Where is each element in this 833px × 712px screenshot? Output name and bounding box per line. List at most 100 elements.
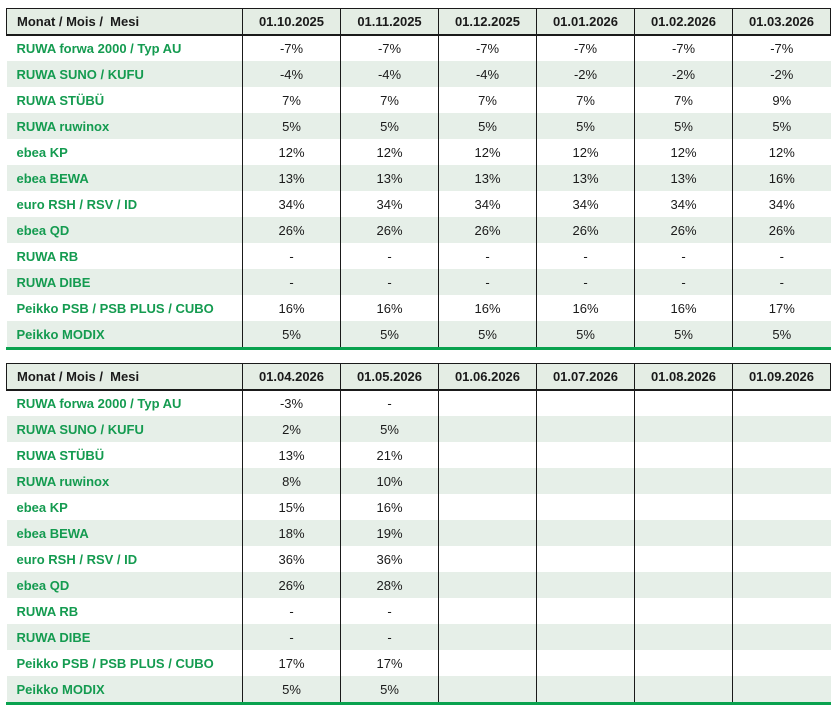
percentage-value-cell	[536, 442, 635, 468]
percentage-value-cell	[732, 520, 831, 546]
percentage-value-cell: -	[242, 243, 341, 269]
percentage-value-cell: 5%	[438, 321, 537, 347]
percentage-value-cell: -	[340, 243, 439, 269]
percentage-value-cell: 5%	[340, 416, 439, 442]
percentage-value-cell: -	[242, 269, 341, 295]
percentage-value-cell	[732, 598, 831, 624]
percentage-value-cell	[634, 676, 733, 702]
month-column-header: 01.11.2025	[340, 8, 439, 36]
percentage-value-cell	[634, 520, 733, 546]
percentage-value-cell: 34%	[438, 191, 537, 217]
percentage-value-cell: 12%	[340, 139, 439, 165]
month-row-header-label: Monat / Mois / Mesi	[6, 8, 243, 36]
percentage-value-cell	[438, 598, 537, 624]
percentage-value-cell: 26%	[732, 217, 831, 243]
percentage-value-cell	[536, 520, 635, 546]
table-row: RUWA DIBE - -	[6, 624, 831, 650]
percentage-value-cell: 13%	[438, 165, 537, 191]
percentage-value-cell: 12%	[438, 139, 537, 165]
table-row: RUWA ruwinox 5% 5% 5% 5% 5% 5%	[6, 113, 831, 139]
percentage-value-cell	[634, 546, 733, 572]
product-row-label: ebea KP	[16, 144, 68, 160]
percentage-value-cell: 5%	[732, 113, 831, 139]
monthly-table-oct2025-mar2026: Monat / Mois / Mesi 01.10.2025 01.11.2025 0…	[6, 8, 831, 347]
month-column-header: 01.04.2026	[242, 363, 341, 391]
product-row-label: RUWA STÜBÜ	[16, 92, 105, 108]
percentage-value-cell: 5%	[634, 113, 733, 139]
percentage-value-cell: 5%	[536, 113, 635, 139]
percentage-value-cell	[438, 650, 537, 676]
percentage-value-cell	[438, 520, 537, 546]
percentage-value-cell: 34%	[732, 191, 831, 217]
percentage-value-cell: 34%	[634, 191, 733, 217]
table-row: RUWA ruwinox 8% 10%	[6, 468, 831, 494]
percentage-value-cell	[634, 442, 733, 468]
table-row: ebea KP 15% 16%	[7, 494, 831, 520]
percentage-value-cell	[634, 468, 733, 494]
percentage-value-cell: -7%	[438, 35, 537, 61]
product-row-label: ebea QD	[16, 577, 70, 593]
percentage-value-cell: 16%	[340, 494, 439, 520]
product-row-label: RUWA forwa 2000 / Typ AU	[16, 41, 182, 56]
product-row-label: RUWA ruwinox	[16, 473, 110, 489]
percentage-value-cell	[634, 650, 733, 676]
percentage-value-cell: -4%	[242, 61, 341, 87]
percentage-value-cell: -2%	[634, 61, 733, 87]
product-row-label: ebea KP	[16, 499, 68, 515]
percentage-value-cell	[438, 676, 537, 702]
percentage-value-cell: 13%	[242, 165, 341, 191]
percentage-value-cell: 12%	[242, 139, 341, 165]
table-row: ebea QD 26% 26% 26% 26% 26% 26%	[6, 217, 831, 243]
table-row: ebea KP 12% 12% 12% 12% 12% 12%	[7, 139, 831, 165]
product-row-label: euro RSH / RSV / ID	[16, 551, 138, 567]
percentage-value-cell: 13%	[536, 165, 635, 191]
percentage-value-cell: 18%	[242, 520, 341, 546]
percentage-value-cell	[732, 650, 831, 676]
percentage-value-cell: 17%	[340, 650, 439, 676]
percentage-value-cell: 28%	[340, 572, 439, 598]
percentage-value-cell: -	[242, 624, 341, 650]
percentage-value-cell: 26%	[340, 217, 439, 243]
percentage-value-cell: -2%	[732, 61, 831, 87]
product-row-label: RUWA ruwinox	[16, 118, 110, 134]
percentage-value-cell: 16%	[536, 295, 635, 321]
percentage-value-cell: -7%	[242, 35, 341, 61]
percentage-value-cell	[634, 416, 733, 442]
percentage-value-cell: 9%	[732, 87, 831, 113]
percentage-value-cell: -	[732, 269, 831, 295]
month-column-header: 01.01.2026	[536, 8, 635, 36]
percentage-value-cell: -	[340, 598, 439, 624]
percentage-value-cell	[634, 624, 733, 650]
table-row: euro RSH / RSV / ID 36% 36%	[7, 546, 831, 572]
percentage-value-cell: 16%	[732, 165, 831, 191]
percentage-value-cell: -	[438, 269, 537, 295]
percentage-value-cell: 12%	[536, 139, 635, 165]
percentage-value-cell: 7%	[340, 87, 439, 113]
percentage-value-cell: 7%	[242, 87, 341, 113]
product-row-label: ebea BEWA	[16, 170, 89, 186]
percentage-value-cell: 7%	[536, 87, 635, 113]
table-row: RUWA SUNO / KUFU 2% 5%	[6, 416, 831, 442]
table-body: RUWA forwa 2000 / Typ AU -3% - RUWA SUNO / …	[6, 390, 831, 702]
percentage-value-cell	[634, 572, 733, 598]
percentage-value-cell: 5%	[340, 676, 439, 702]
percentage-value-cell	[438, 546, 537, 572]
percentage-value-cell: 26%	[536, 217, 635, 243]
percentage-value-cell: 26%	[242, 217, 341, 243]
table-row: RUWA RB - - - - - -	[7, 243, 831, 269]
percentage-value-cell: 34%	[340, 191, 439, 217]
month-column-header: 01.06.2026	[438, 363, 537, 391]
percentage-value-cell: -4%	[438, 61, 537, 87]
percentage-value-cell	[732, 416, 831, 442]
percentage-value-cell	[732, 442, 831, 468]
product-row-label: euro RSH / RSV / ID	[16, 196, 138, 212]
table-row: Peikko MODIX 5% 5%	[6, 676, 831, 702]
percentage-value-cell: 5%	[242, 676, 341, 702]
product-row-label: RUWA SUNO / KUFU	[16, 66, 144, 82]
table-row: Peikko MODIX 5% 5% 5% 5% 5% 5%	[6, 321, 831, 347]
percentage-value-cell: 13%	[340, 165, 439, 191]
percentage-value-cell: 5%	[340, 113, 439, 139]
percentage-value-cell: 34%	[536, 191, 635, 217]
product-row-label: ebea BEWA	[16, 525, 89, 541]
percentage-value-cell: -	[242, 598, 341, 624]
